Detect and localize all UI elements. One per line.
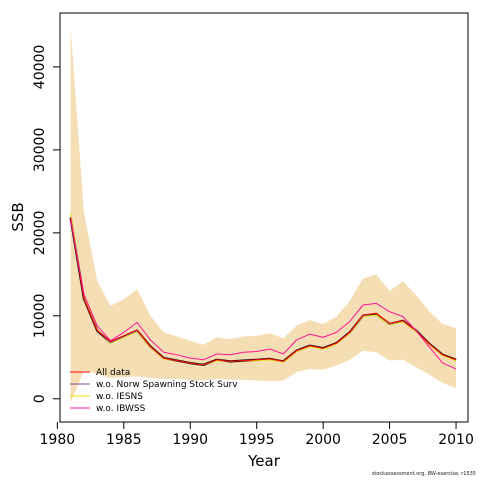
confidence-band [70,27,456,403]
footer-source-text: stockassessment.org, BW-exercise, r1535 [371,471,476,477]
x-tick-label: 1995 [239,432,275,448]
x-tick-label: 2005 [372,432,408,448]
legend-label: w.o. Norw Spawning Stock Surv [96,380,238,390]
x-tick-label: 1985 [106,432,142,448]
legend-label: All data [96,368,130,378]
legend-label: w.o. IESNS [96,392,143,402]
y-tick-label: 30000 [32,128,48,173]
x-tick-label: 1980 [40,432,76,448]
confidence-band-layer [70,27,456,403]
legend-label: w.o. IBWSS [96,404,146,414]
series-lines-layer [69,213,457,370]
x-tick-label: 2010 [438,432,474,448]
y-tick-label: 0 [32,394,48,403]
series-line-w-o-iesns [70,213,457,366]
y-tick-label: 20000 [32,211,48,256]
y-tick-label: 10000 [32,294,48,339]
y-axis-title: SSB [9,202,27,231]
y-axis: 0 10000 20000 30000 40000 [32,45,60,403]
legend: All data w.o. Norw Spawning Stock Surv w.o… [70,368,238,414]
x-tick-label: 2000 [305,432,341,448]
x-axis-title: Year [247,452,281,470]
x-tick-label: 1990 [172,432,208,448]
series-line-w-o-ibwss [70,219,457,370]
plot-frame [59,12,469,423]
x-axis: 1980 1985 1990 1995 2000 2005 2010 [40,422,474,448]
series-line-all-data [70,217,457,366]
y-tick-label: 40000 [32,45,48,90]
